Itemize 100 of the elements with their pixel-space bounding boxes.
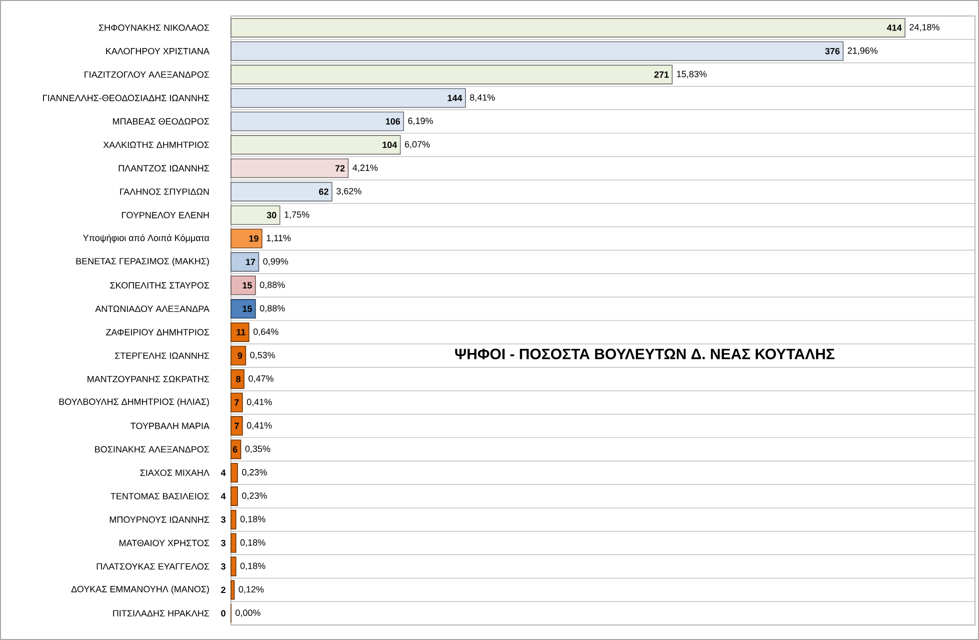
y-tick-label: ΜΑΤΘΑΙΟΥ ΧΡΗΣΤΟΣ	[120, 540, 210, 546]
annotation: 4,21%	[352, 164, 378, 172]
y-tick-label: ΜΠΑΒΕΑΣ ΘΕΟΔΩΡΟΣ	[113, 118, 210, 125]
data-label: 271	[654, 71, 669, 78]
annotation: 8,41%	[470, 94, 495, 102]
data-label: 0	[221, 610, 226, 616]
data-label: 144	[448, 94, 462, 102]
data-label: 104	[382, 142, 398, 148]
annotation: 0,99%	[263, 258, 288, 266]
bar	[230, 252, 260, 272]
annotation: 24,18%	[910, 24, 940, 32]
data-label: 19	[249, 235, 258, 242]
annotation: 6,19%	[408, 118, 433, 126]
bar	[230, 533, 236, 553]
data-label: 9	[238, 352, 242, 359]
bar	[230, 112, 404, 132]
data-label: 7	[234, 422, 239, 430]
data-label: 4	[220, 493, 226, 500]
y-tick-label: ΔΟΥΚΑΣ ΕΜΜΑΝΟΥΗΛ (ΜΑΝΟΣ)	[71, 586, 209, 594]
y-tick-label: ΓΙΑΝΝΕΛΛΗΣ-ΘΕΟΔΟΣΙΑΔΗΣ ΙΩΑΝΝΗΣ	[43, 94, 210, 102]
bar	[230, 440, 242, 460]
y-tick-label: Υποψήφιοι από Λοιπά Κόμματα	[82, 234, 210, 243]
y-tick-label: ΓΟΥΡΝΕΛΟΥ ΕΛΕΝΗ	[122, 212, 209, 218]
annotation: 0,18%	[240, 539, 266, 547]
bar	[230, 64, 673, 84]
bar	[230, 416, 243, 436]
y-tick-label: ΑΝΤΩΝΙΑΔΟΥ ΑΛΕΞΑΝΔΡΑ	[95, 306, 210, 312]
y-tick-label: ΒΟΥΛΒΟΥΛΗΣ ΔΗΜΗΤΡΙΟΣ (ΗΛΙΑΣ)	[59, 398, 209, 407]
data-label: 3	[221, 540, 226, 546]
bar	[230, 205, 280, 225]
annotation: 0,53%	[250, 352, 276, 360]
data-label: 7	[234, 399, 239, 406]
y-tick-label: ΒΟΣΙΝΑΚΗΣ ΑΛΕΞΑΝΔΡΟΣ	[95, 446, 210, 453]
annotation: 0,18%	[240, 562, 266, 570]
bar	[230, 580, 235, 600]
bar	[230, 88, 466, 108]
y-tick-label: ΖΑΦΕΙΡΙΟΥ ΔΗΜΗΤΡΙΟΣ	[106, 329, 210, 336]
data-label: 62	[319, 188, 328, 195]
annotation: 0,12%	[238, 586, 264, 594]
data-label: 414	[886, 24, 902, 31]
bar	[230, 556, 236, 576]
y-tick-label: ΣΤΕΡΓΕΛΗΣ ΙΩΑΝΝΗΣ	[115, 352, 210, 359]
annotation: 0,00%	[236, 610, 260, 618]
annotation: 0,23%	[242, 492, 267, 500]
bar	[230, 228, 262, 248]
bar	[230, 41, 844, 61]
y-tick-label: ΤΟΥΡΒΑΛΗ ΜΑΡΙΑ	[130, 422, 210, 430]
y-tick-label: ΠΛΑΤΣΟΥΚΑΣ ΕΥΑΓΓΕΛΟΣ	[96, 563, 210, 570]
bar	[230, 158, 349, 178]
y-tick-label: ΤΕΝΤΟΜΑΣ ΒΑΣΙΛΕΙΟΣ	[110, 492, 210, 500]
data-label: 4	[220, 470, 226, 476]
annotation: 1,75%	[284, 211, 310, 219]
annotation: 1,11%	[266, 234, 291, 242]
y-tick-label: ΚΑΛΟΓΗΡΟΥ ΧΡΙΣΤΙΑΝΑ	[106, 48, 210, 54]
y-tick-label: ΜΠΟΥΡΝΟΥΣ ΙΩΑΝΝΗΣ	[110, 516, 210, 523]
bar	[230, 510, 236, 530]
annotation: 0,41%	[246, 398, 272, 406]
bar	[230, 346, 246, 366]
annotation: 0,64%	[253, 328, 278, 336]
bar	[230, 182, 332, 202]
y-tick-label: ΣΗΦΟΥΝΑΚΗΣ ΝΙΚΟΛΑΟΣ	[98, 24, 210, 31]
data-label: 3	[221, 516, 226, 523]
data-label: 3	[221, 563, 226, 570]
y-tick-label: ΓΑΛΗΝΟΣ ΣΠΥΡΙΔΩΝ	[120, 188, 209, 195]
y-tick-label: ΠΙΤΣΙΛΑΔΗΣ ΗΡΑΚΛΗΣ	[113, 610, 210, 616]
bar	[230, 392, 243, 412]
y-tick-label: ΜΑΝΤΖΟΥΡΑΝΗΣ ΣΩΚΡΑΤΗΣ	[88, 376, 210, 382]
bar	[230, 322, 250, 342]
data-label: 106	[386, 118, 400, 125]
annotation: 0,88%	[260, 282, 285, 290]
bar	[230, 276, 256, 296]
bar	[230, 486, 238, 506]
data-label: 8	[236, 376, 241, 382]
annotation: 0,18%	[240, 516, 266, 524]
y-tick-label: ΧΑΛΚΙΩΤΗΣ ΔΗΜΗΤΡΙΟΣ	[103, 142, 210, 148]
y-tick-label: ΣΚΟΠΕΛΙΤΗΣ ΣΤΑΥΡΟΣ	[110, 282, 210, 289]
bar	[230, 462, 238, 483]
bar	[230, 18, 906, 38]
data-label: 11	[236, 329, 246, 336]
annotation: 0,47%	[248, 375, 274, 383]
data-label: 17	[246, 258, 256, 266]
y-tick-label: ΣΙΑΧΟΣ ΜΙΧΑΗΛ	[140, 470, 210, 476]
data-label: 6	[232, 446, 238, 453]
data-label: 376	[825, 48, 840, 54]
data-label: 72	[335, 165, 345, 172]
bar	[230, 135, 401, 155]
y-tick-label: ΓΙΑΖΙΤΖΟΓΛΟΥ ΑΛΕΞΑΝΔΡΟΣ	[84, 71, 210, 78]
annotation: 0,35%	[245, 446, 270, 454]
annotation: 15,83%	[677, 70, 707, 78]
text: ΨΗΦΟΙ - ΠΟΣΟΣΤΑ ΒΟΥΛΕΥΤΩΝ Δ. ΝΕΑΣ ΚΟΥΤΑΛΗΣ	[455, 348, 834, 360]
data-label: 2	[221, 586, 226, 594]
y-tick-label: ΠΛΑΝΤΖΟΣ ΙΩΑΝΝΗΣ	[118, 165, 210, 172]
annotation: 3,62%	[336, 188, 362, 196]
annotation: 21,96%	[848, 47, 878, 55]
data-label: 15	[242, 282, 252, 289]
y-tick-label: ΒΕΝΕΤΑΣ ΓΕΡΑΣΙΜΟΣ (ΜΑΚΗΣ)	[76, 258, 209, 266]
bar	[230, 299, 256, 319]
annotation: 0,23%	[242, 469, 267, 476]
data-label: 30	[266, 212, 276, 218]
annotation: 6,07%	[404, 141, 430, 149]
